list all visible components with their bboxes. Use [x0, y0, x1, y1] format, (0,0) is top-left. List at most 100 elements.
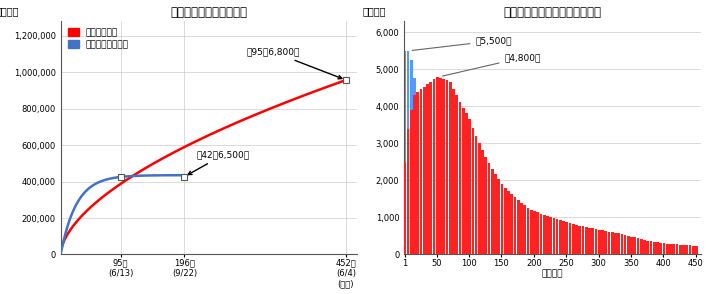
Bar	[403, 51, 406, 255]
Bar	[546, 216, 549, 255]
Bar	[420, 89, 422, 255]
Bar	[455, 214, 458, 255]
Bar	[407, 51, 410, 255]
Bar	[417, 106, 419, 255]
Bar	[581, 226, 584, 255]
Text: （人数）: （人数）	[0, 6, 18, 16]
Bar	[653, 242, 655, 255]
Bar	[601, 230, 604, 255]
Bar	[643, 240, 646, 255]
Bar	[471, 227, 474, 255]
Bar	[650, 241, 652, 255]
Bar	[484, 234, 487, 255]
Bar	[455, 95, 458, 255]
Bar	[633, 238, 636, 255]
Bar	[449, 82, 452, 255]
Bar	[494, 174, 497, 255]
Bar	[523, 245, 526, 255]
Bar	[452, 89, 455, 255]
Bar	[426, 84, 429, 255]
Bar	[559, 220, 562, 255]
Bar	[533, 211, 536, 255]
Bar	[491, 169, 493, 255]
Bar	[685, 245, 688, 255]
Bar	[432, 79, 435, 255]
Bar	[465, 113, 468, 255]
Bar	[501, 184, 503, 255]
Bar	[413, 78, 416, 255]
Bar	[672, 244, 675, 255]
Bar	[442, 79, 445, 255]
Bar	[520, 244, 523, 255]
Bar	[407, 128, 410, 255]
Bar	[562, 221, 565, 255]
Text: （人数）: （人数）	[363, 6, 386, 16]
Bar	[446, 80, 448, 255]
Bar	[494, 238, 497, 255]
Legend: 東日本大震災, 阪神・淡路大震災: 東日本大震災, 阪神・淡路大震災	[65, 26, 131, 52]
Bar	[513, 197, 516, 255]
Bar	[469, 225, 471, 255]
Bar	[423, 87, 426, 255]
Bar	[692, 246, 694, 255]
Bar	[617, 233, 620, 255]
Bar	[588, 228, 591, 255]
Bar	[436, 190, 439, 255]
Bar	[417, 92, 419, 255]
Bar	[565, 222, 568, 255]
Bar	[426, 162, 429, 255]
Bar	[536, 212, 539, 255]
Bar	[666, 244, 669, 255]
Bar	[504, 188, 507, 255]
Text: 約4,800人: 約4,800人	[442, 53, 541, 76]
Bar	[471, 128, 474, 255]
Bar	[527, 245, 530, 255]
Bar	[662, 243, 665, 255]
Bar	[501, 240, 503, 255]
Bar	[430, 173, 432, 255]
Bar	[682, 245, 685, 255]
Bar	[575, 225, 578, 255]
Bar	[552, 218, 555, 255]
Bar	[465, 223, 468, 255]
Bar	[689, 245, 692, 255]
Bar	[507, 191, 510, 255]
Bar	[550, 217, 552, 255]
Bar	[449, 210, 452, 255]
Bar	[621, 234, 623, 255]
Bar	[530, 210, 532, 255]
Bar	[540, 213, 542, 255]
Bar	[498, 239, 500, 255]
Text: 約95万6,800人: 約95万6,800人	[247, 48, 342, 79]
Bar	[614, 233, 617, 255]
Bar	[462, 108, 464, 255]
Bar	[679, 245, 682, 255]
Bar	[598, 230, 601, 255]
Bar	[475, 136, 478, 255]
Bar	[520, 203, 523, 255]
Bar	[585, 227, 588, 255]
Bar	[459, 102, 462, 255]
Bar	[543, 215, 545, 255]
Bar	[669, 244, 672, 255]
Bar	[627, 235, 630, 255]
Bar	[656, 243, 659, 255]
Bar	[591, 228, 594, 255]
Bar	[517, 244, 520, 255]
Bar	[491, 237, 493, 255]
Bar	[624, 235, 626, 255]
Bar	[442, 201, 445, 255]
Bar	[572, 224, 574, 255]
Bar	[527, 208, 530, 255]
Bar	[423, 150, 426, 255]
Bar	[498, 179, 500, 255]
Bar	[462, 220, 464, 255]
Bar	[637, 238, 640, 255]
Bar	[420, 130, 422, 255]
Bar	[569, 223, 572, 255]
Bar	[439, 78, 442, 255]
Bar	[430, 82, 432, 255]
Bar	[410, 110, 413, 255]
Bar	[504, 241, 507, 255]
Bar	[475, 229, 478, 255]
